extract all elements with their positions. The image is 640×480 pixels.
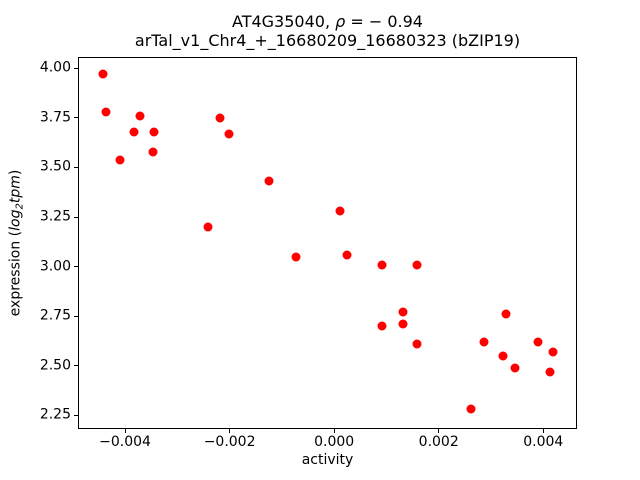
data-point [466,404,476,414]
x-axis-tick-mark [229,429,231,433]
data-point [335,206,345,216]
y-axis-tick-label: 4.00 [39,59,71,76]
x-axis-tick-mark [124,429,126,433]
y-axis-tick-mark [74,67,78,69]
data-point [203,222,213,232]
y-axis-tick-mark [74,166,78,168]
chart-title: AT4G35040, ρ = − 0.94 arTal_v1_Chr4_+_16… [78,12,577,50]
y-axis-tick-label: 3.75 [39,109,71,126]
y-axis-tick-mark [74,266,78,268]
data-point [129,127,139,137]
data-point [498,351,507,361]
plot-area [78,57,577,429]
data-point [224,129,234,139]
y-axis-label-unit: tpm [7,175,24,204]
data-point [135,111,145,121]
data-point [148,147,158,157]
data-point [548,347,558,357]
data-point [264,176,274,186]
data-point [533,337,543,347]
data-point [98,69,108,79]
data-point [342,250,352,260]
data-point [377,321,387,331]
title-gene-id: AT4G35040, [232,12,336,31]
x-axis-tick-mark [542,429,544,433]
rho-value: = − 0.94 [345,12,423,31]
data-point [479,337,489,347]
y-axis-label: expression (log2tpm) [8,170,29,317]
data-point [377,260,387,270]
x-axis-tick-label: −0.004 [99,434,151,450]
data-point [115,155,125,165]
data-point [149,127,159,137]
y-axis-tick-mark [74,117,78,119]
chart-title-line1: AT4G35040, ρ = − 0.94 [78,12,577,31]
data-point [510,363,520,373]
x-axis-tick-label: 0.004 [523,434,564,450]
chart-title-line2: arTal_v1_Chr4_+_16680209_16680323 (bZIP1… [134,31,521,50]
data-point [291,252,301,262]
x-axis-tick-label: −0.002 [203,434,256,450]
y-axis-tick-mark [74,365,78,367]
data-point [501,309,511,319]
x-axis-tick-mark [438,429,440,433]
y-axis-tick-mark [74,414,78,416]
y-axis-tick-label: 2.50 [39,357,71,374]
data-point [545,367,555,377]
data-point [398,307,408,317]
rho-symbol: ρ [335,12,346,31]
data-point [412,339,422,349]
y-axis-tick-label: 3.25 [39,208,71,225]
x-axis-label: activity [301,452,354,468]
y-axis-tick-label: 3.00 [39,258,71,275]
x-axis-tick-label: 0.002 [418,434,459,450]
x-axis-tick-mark [333,429,335,433]
y-axis-tick-label: 2.75 [39,307,71,324]
y-axis-tick-label: 3.50 [39,158,71,175]
data-point [101,107,111,117]
y-axis-tick-mark [74,216,78,218]
data-point [412,260,422,270]
data-point [215,113,225,123]
y-axis-tick-label: 2.25 [39,406,71,423]
y-axis-tick-mark [74,315,78,317]
x-axis-tick-label: 0.000 [314,434,355,450]
data-point [398,319,408,329]
